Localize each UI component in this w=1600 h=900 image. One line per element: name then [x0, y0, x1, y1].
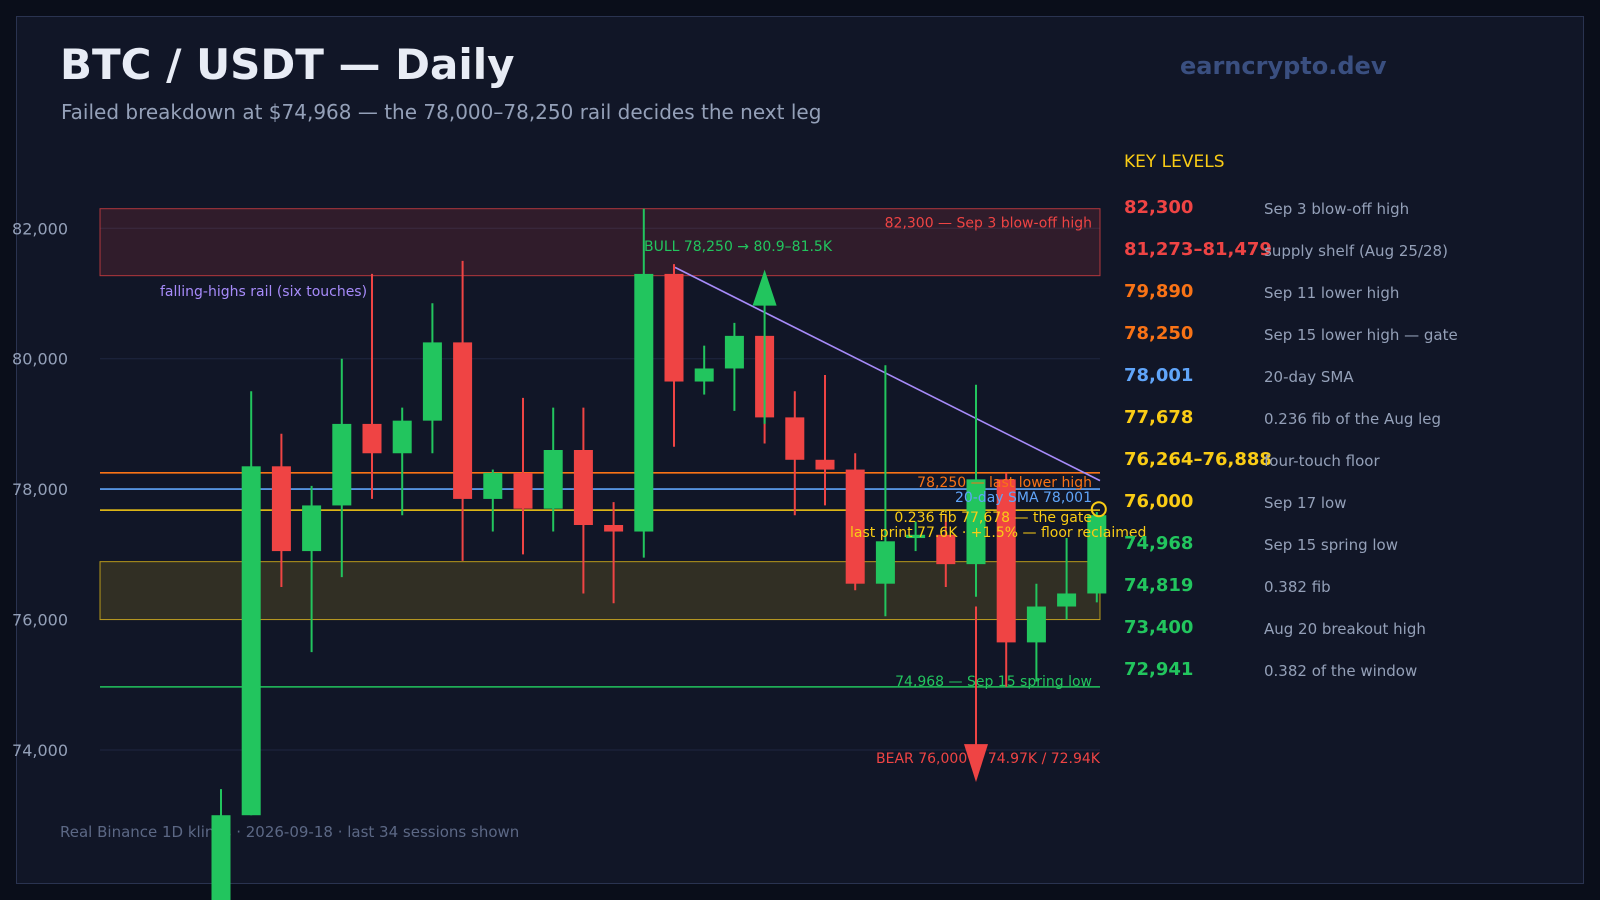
candle-body [845, 469, 865, 584]
key-level-value: 73,400 [1124, 617, 1194, 638]
candle-body [211, 815, 231, 900]
key-levels-heading: KEY LEVELS [1124, 152, 1225, 172]
candle-body [513, 472, 533, 509]
key-level-desc: Sep 15 spring low [1264, 536, 1398, 554]
key-level-desc: Sep 11 lower high [1264, 284, 1400, 302]
y-tick-label: 78,000 [12, 480, 68, 499]
candle-body [543, 450, 563, 509]
key-level-value: 81,273–81,479 [1124, 239, 1272, 260]
key-level-desc: 0.382 of the window [1264, 662, 1418, 680]
candle-body [271, 466, 291, 552]
key-level-value: 79,890 [1124, 281, 1194, 302]
candle-body [664, 273, 684, 382]
candle-body [332, 423, 352, 506]
key-level-desc: four-touch floor [1264, 452, 1380, 470]
candle-body [604, 525, 624, 532]
y-tick-label: 76,000 [12, 611, 68, 630]
key-level-value: 82,300 [1124, 197, 1194, 218]
candle-body [815, 459, 835, 470]
last-print-label: last print 77.6K · +1.5% — floor reclaim… [850, 525, 1146, 541]
key-level-value: 74,968 [1124, 533, 1194, 554]
key-level-desc: 20-day SMA [1264, 368, 1354, 386]
candle-body [362, 423, 382, 454]
page-title: BTC / USDT — Daily [60, 40, 515, 89]
candle-body [573, 450, 593, 525]
brand-watermark: earncrypto.dev [1180, 52, 1387, 80]
key-level-desc: supply shelf (Aug 25/28) [1264, 242, 1448, 260]
bear-arrow-head [964, 744, 988, 783]
level-label-fib: 0.236 fib 77,678 — the gate [894, 510, 1092, 526]
candle-body [936, 534, 956, 565]
key-level-desc: Sep 17 low [1264, 494, 1347, 512]
candle-body [875, 541, 895, 584]
key-level-value: 78,250 [1124, 323, 1194, 344]
candle-body [392, 420, 412, 454]
candle-body [483, 472, 503, 499]
level-label-sma: 20-day SMA 78,001 [955, 490, 1092, 506]
candle-body [694, 368, 714, 382]
candle-body [1057, 593, 1077, 607]
key-level-value: 78,001 [1124, 365, 1194, 386]
last-print-marker [1090, 501, 1107, 518]
chart-labels: 82,300 — Sep 3 blow-off high falling-high… [160, 216, 1146, 767]
key-level-value: 76,000 [1124, 491, 1194, 512]
level-label-gate: 78,250 — last lower high [917, 475, 1092, 491]
candle-body [1026, 606, 1046, 643]
candle-body [906, 534, 926, 539]
key-level-value: 76,264–76,888 [1124, 449, 1272, 470]
key-level-value: 72,941 [1124, 659, 1194, 680]
candle-body [996, 479, 1016, 643]
bear-scenario-label: BEAR 76,000 → 74.97K / 72.94K [876, 751, 1101, 767]
bull-arrow-head [752, 269, 777, 306]
candle-body [785, 417, 805, 460]
candle-body [453, 342, 473, 499]
level-label-spring: 74,968 — Sep 15 spring low [895, 674, 1092, 690]
candles [211, 208, 1107, 900]
page-subtitle: Failed breakdown at $74,968 — the 78,000… [61, 100, 822, 124]
footer-note: Real Binance 1D klines · 2026-09-18 · la… [60, 823, 520, 841]
key-level-desc: Sep 15 lower high — gate [1264, 326, 1458, 344]
key-level-value: 74,819 [1124, 575, 1194, 596]
candle-body [966, 479, 986, 565]
candle-body [241, 466, 261, 816]
scenario-arrows [752, 269, 1107, 783]
key-level-desc: 0.236 fib of the Aug leg [1264, 410, 1442, 428]
trendline [674, 266, 1101, 482]
bull-scenario-label: BULL 78,250 → 80.9–81.5K [644, 239, 833, 255]
candle-body [422, 342, 442, 421]
candle-body [1087, 515, 1107, 594]
candle-body [302, 505, 322, 552]
band-label: 82,300 — Sep 3 blow-off high [885, 216, 1092, 232]
key-level-desc: Aug 20 breakout high [1264, 620, 1426, 638]
y-tick-label: 74,000 [12, 741, 68, 760]
y-tick-label: 80,000 [12, 350, 68, 369]
key-level-desc: 0.382 fib [1264, 578, 1331, 596]
y-tick-label: 82,000 [12, 219, 68, 238]
trendline-label: falling-highs rail (six touches) [160, 284, 367, 300]
candle-body [634, 273, 654, 532]
level-lines [100, 472, 1100, 688]
key-level-value: 77,678 [1124, 407, 1194, 428]
key-level-desc: Sep 3 blow-off high [1264, 200, 1410, 218]
candle-body [724, 335, 744, 369]
zone-bands [99, 208, 1101, 621]
zone-band [99, 561, 1101, 621]
trendline-layer [674, 266, 1101, 482]
zone-band [99, 208, 1101, 277]
